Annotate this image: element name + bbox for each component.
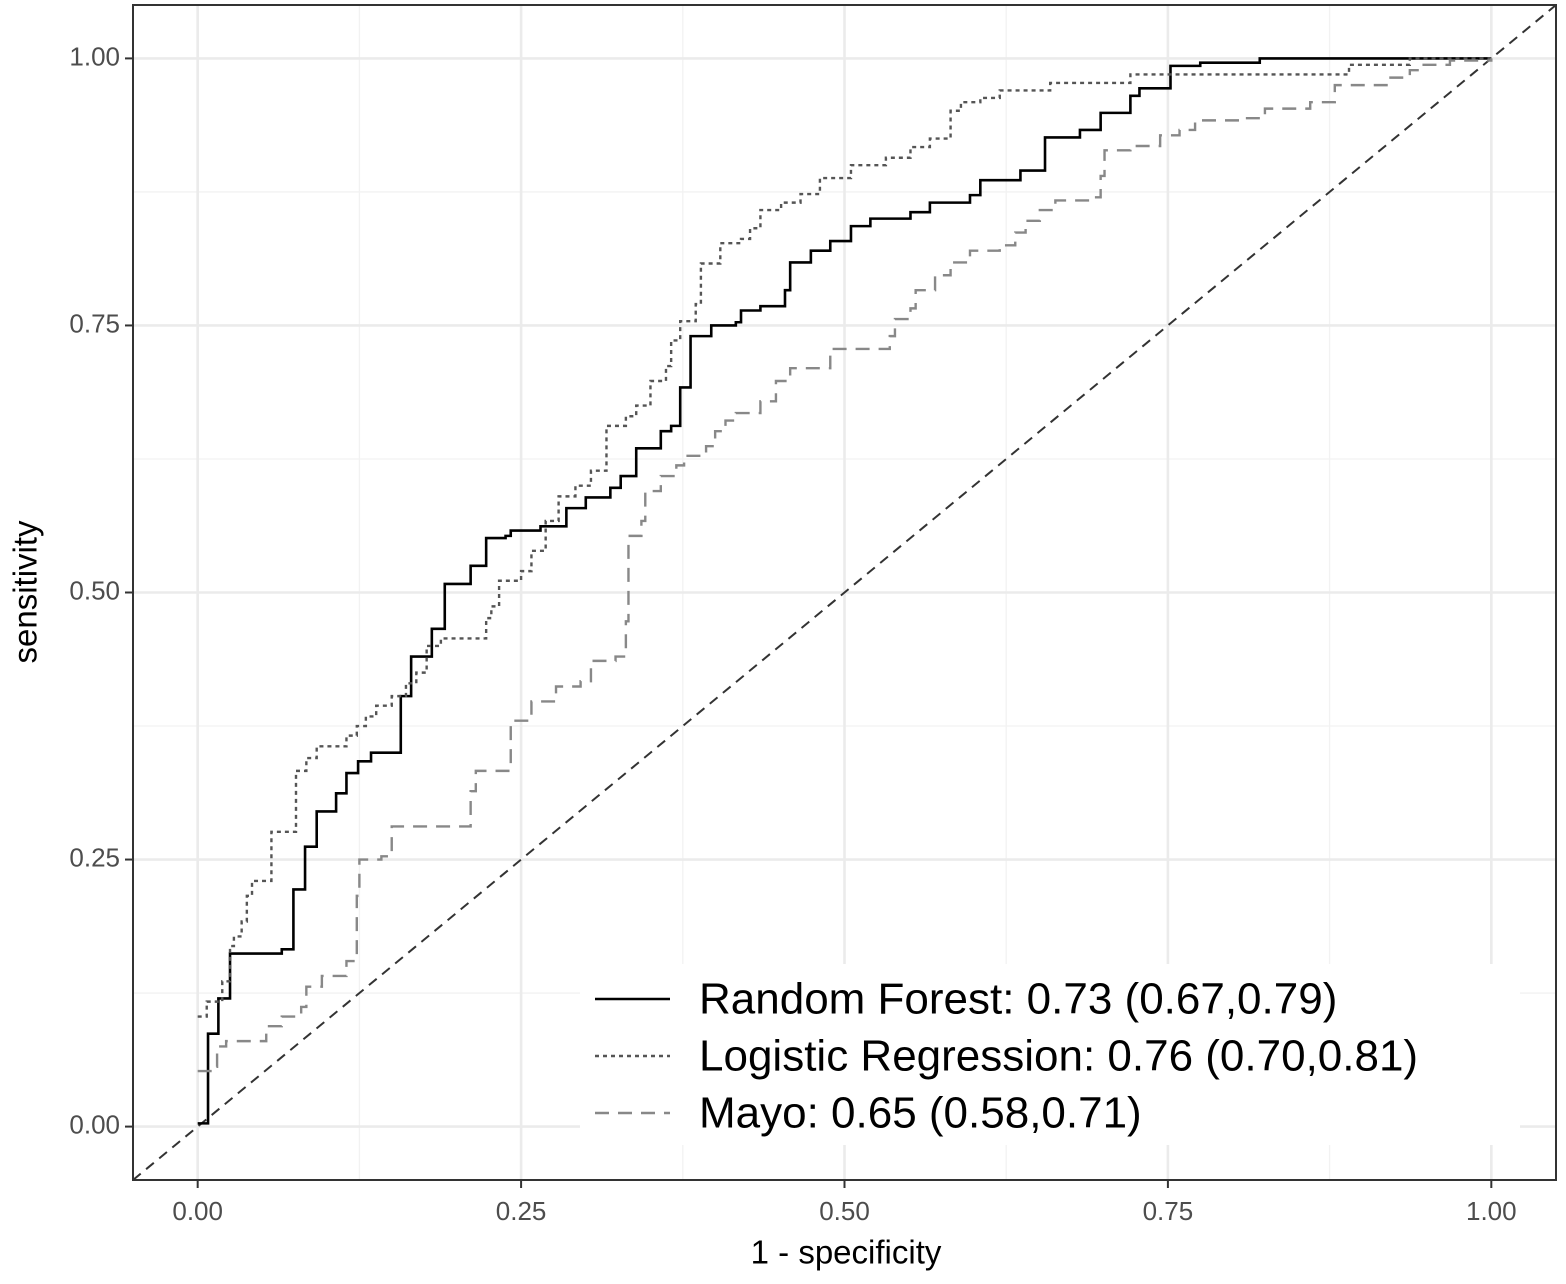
x-axis-title: 1 - specificity xyxy=(751,1234,942,1271)
x-tick-label: 0.50 xyxy=(819,1196,870,1226)
x-tick-label: 0.00 xyxy=(172,1196,223,1226)
roc-curve xyxy=(197,57,1492,1125)
panel-border xyxy=(132,4,1557,1181)
y-tick-label: 1.00 xyxy=(69,41,120,71)
legend-label: Mayo: 0.65 (0.58,0.71) xyxy=(699,1089,1142,1138)
y-tick-label: 0.00 xyxy=(69,1109,120,1139)
x-tick-label: 0.25 xyxy=(496,1196,547,1226)
y-tick-label: 0.25 xyxy=(69,842,120,872)
legend-label: Logistic Regression: 0.76 (0.70,0.81) xyxy=(699,1032,1418,1081)
y-tick-label: 0.50 xyxy=(69,575,120,605)
legend-label: Random Forest: 0.73 (0.67,0.79) xyxy=(699,975,1337,1024)
reference-diagonal xyxy=(132,4,1557,1181)
x-tick-label: 1.00 xyxy=(1466,1196,1517,1226)
roc-curve xyxy=(197,58,1493,1073)
roc-curve xyxy=(197,57,1492,1018)
x-tick-label: 0.75 xyxy=(1143,1196,1194,1226)
legend-box xyxy=(580,964,1520,1145)
y-axis-title: sensitivity xyxy=(7,520,44,664)
y-tick-label: 0.75 xyxy=(69,308,120,338)
